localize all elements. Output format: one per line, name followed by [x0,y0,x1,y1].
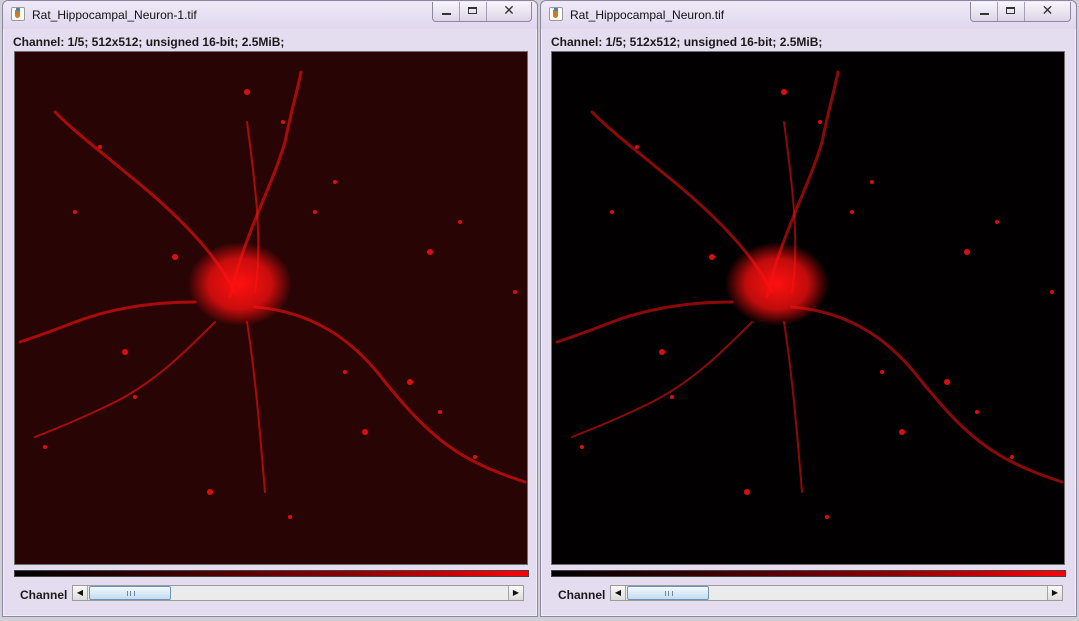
punctum [744,489,750,495]
scroll-right-icon[interactable]: ▶ [508,586,523,600]
punctum [899,429,905,435]
punctum [995,220,999,224]
maximize-button[interactable] [998,2,1025,21]
punctum [880,370,884,374]
title-bar-right[interactable]: Rat_Hippocampal_Neuron.tif ✕ [541,1,1076,29]
maximize-icon [1006,7,1015,14]
punctum [1050,290,1054,294]
dendrite [253,305,527,484]
minimize-button[interactable] [971,2,998,21]
dendrite [571,321,753,438]
punctum [580,445,584,449]
scroll-thumb[interactable] [627,586,709,600]
channel-label: Channel [558,588,606,602]
punctum [438,410,442,414]
close-button[interactable]: ✕ [1025,2,1070,21]
punctum [281,120,285,124]
java-app-icon[interactable] [549,7,563,21]
scroll-left-icon[interactable]: ◀ [611,586,626,600]
punctum [709,254,715,260]
image-info: Channel: 1/5; 512x512; unsigned 16-bit; … [551,35,823,49]
soma [188,242,292,326]
punctum [313,210,317,214]
soma [725,242,829,326]
punctum [207,489,213,495]
punctum [610,210,614,214]
caption-buttons: ✕ [970,2,1071,22]
punctum [1010,455,1014,459]
punctum [670,395,674,399]
dendrite [34,321,216,438]
neuron-image [555,70,1064,519]
title-bar-left[interactable]: Rat_Hippocampal_Neuron-1.tif ✕ [3,1,537,29]
channel-label: Channel [20,588,68,602]
close-button[interactable]: ✕ [487,2,531,21]
image-window-left[interactable]: Rat_Hippocampal_Neuron-1.tif ✕ Channel: … [2,0,538,617]
punctum [870,180,874,184]
window-title: Rat_Hippocampal_Neuron-1.tif [32,8,197,22]
punctum [362,429,368,435]
scroll-left-icon[interactable]: ◀ [73,586,88,600]
punctum [944,379,950,385]
image-window-right[interactable]: Rat_Hippocampal_Neuron.tif ✕ Channel: 1/… [540,0,1077,617]
caption-buttons: ✕ [432,2,532,22]
image-canvas[interactable] [14,51,528,565]
punctum [98,145,102,149]
punctum [172,254,178,260]
minimize-button[interactable] [433,2,460,21]
punctum [288,515,292,519]
punctum [133,395,137,399]
minimize-icon [442,13,451,15]
minimize-icon [980,13,989,15]
dendrite [790,305,1064,484]
punctum [244,89,250,95]
punctum [659,349,665,355]
grip-icon [665,591,673,596]
punctum [975,410,979,414]
dendrite [18,300,197,344]
image-info: Channel: 1/5; 512x512; unsigned 16-bit; … [13,35,285,49]
dendrite [555,300,734,344]
punctum [473,455,477,459]
java-app-icon[interactable] [11,7,25,21]
punctum [818,120,822,124]
punctum [333,180,337,184]
grip-icon [127,591,135,596]
close-icon: ✕ [503,3,515,19]
image-canvas[interactable] [551,51,1065,565]
punctum [635,145,639,149]
punctum [513,290,517,294]
channel-scrollbar[interactable]: ◀ ▶ [610,585,1063,601]
punctum [964,249,970,255]
punctum [458,220,462,224]
punctum [427,249,433,255]
punctum [850,210,854,214]
neuron-image [15,52,527,564]
lut-bar [14,570,529,577]
scroll-right-icon[interactable]: ▶ [1047,586,1062,600]
punctum [343,370,347,374]
close-icon: ✕ [1041,3,1054,19]
maximize-button[interactable] [460,2,487,21]
window-title: Rat_Hippocampal_Neuron.tif [570,8,725,22]
punctum [825,515,829,519]
dendrite [783,321,803,493]
lut-bar [551,570,1066,577]
dendrite [246,321,266,493]
scroll-thumb[interactable] [89,586,171,600]
punctum [122,349,128,355]
punctum [43,445,47,449]
punctum [73,210,77,214]
channel-scrollbar[interactable]: ◀ ▶ [72,585,524,601]
punctum [407,379,413,385]
maximize-icon [468,7,477,14]
punctum [781,89,787,95]
